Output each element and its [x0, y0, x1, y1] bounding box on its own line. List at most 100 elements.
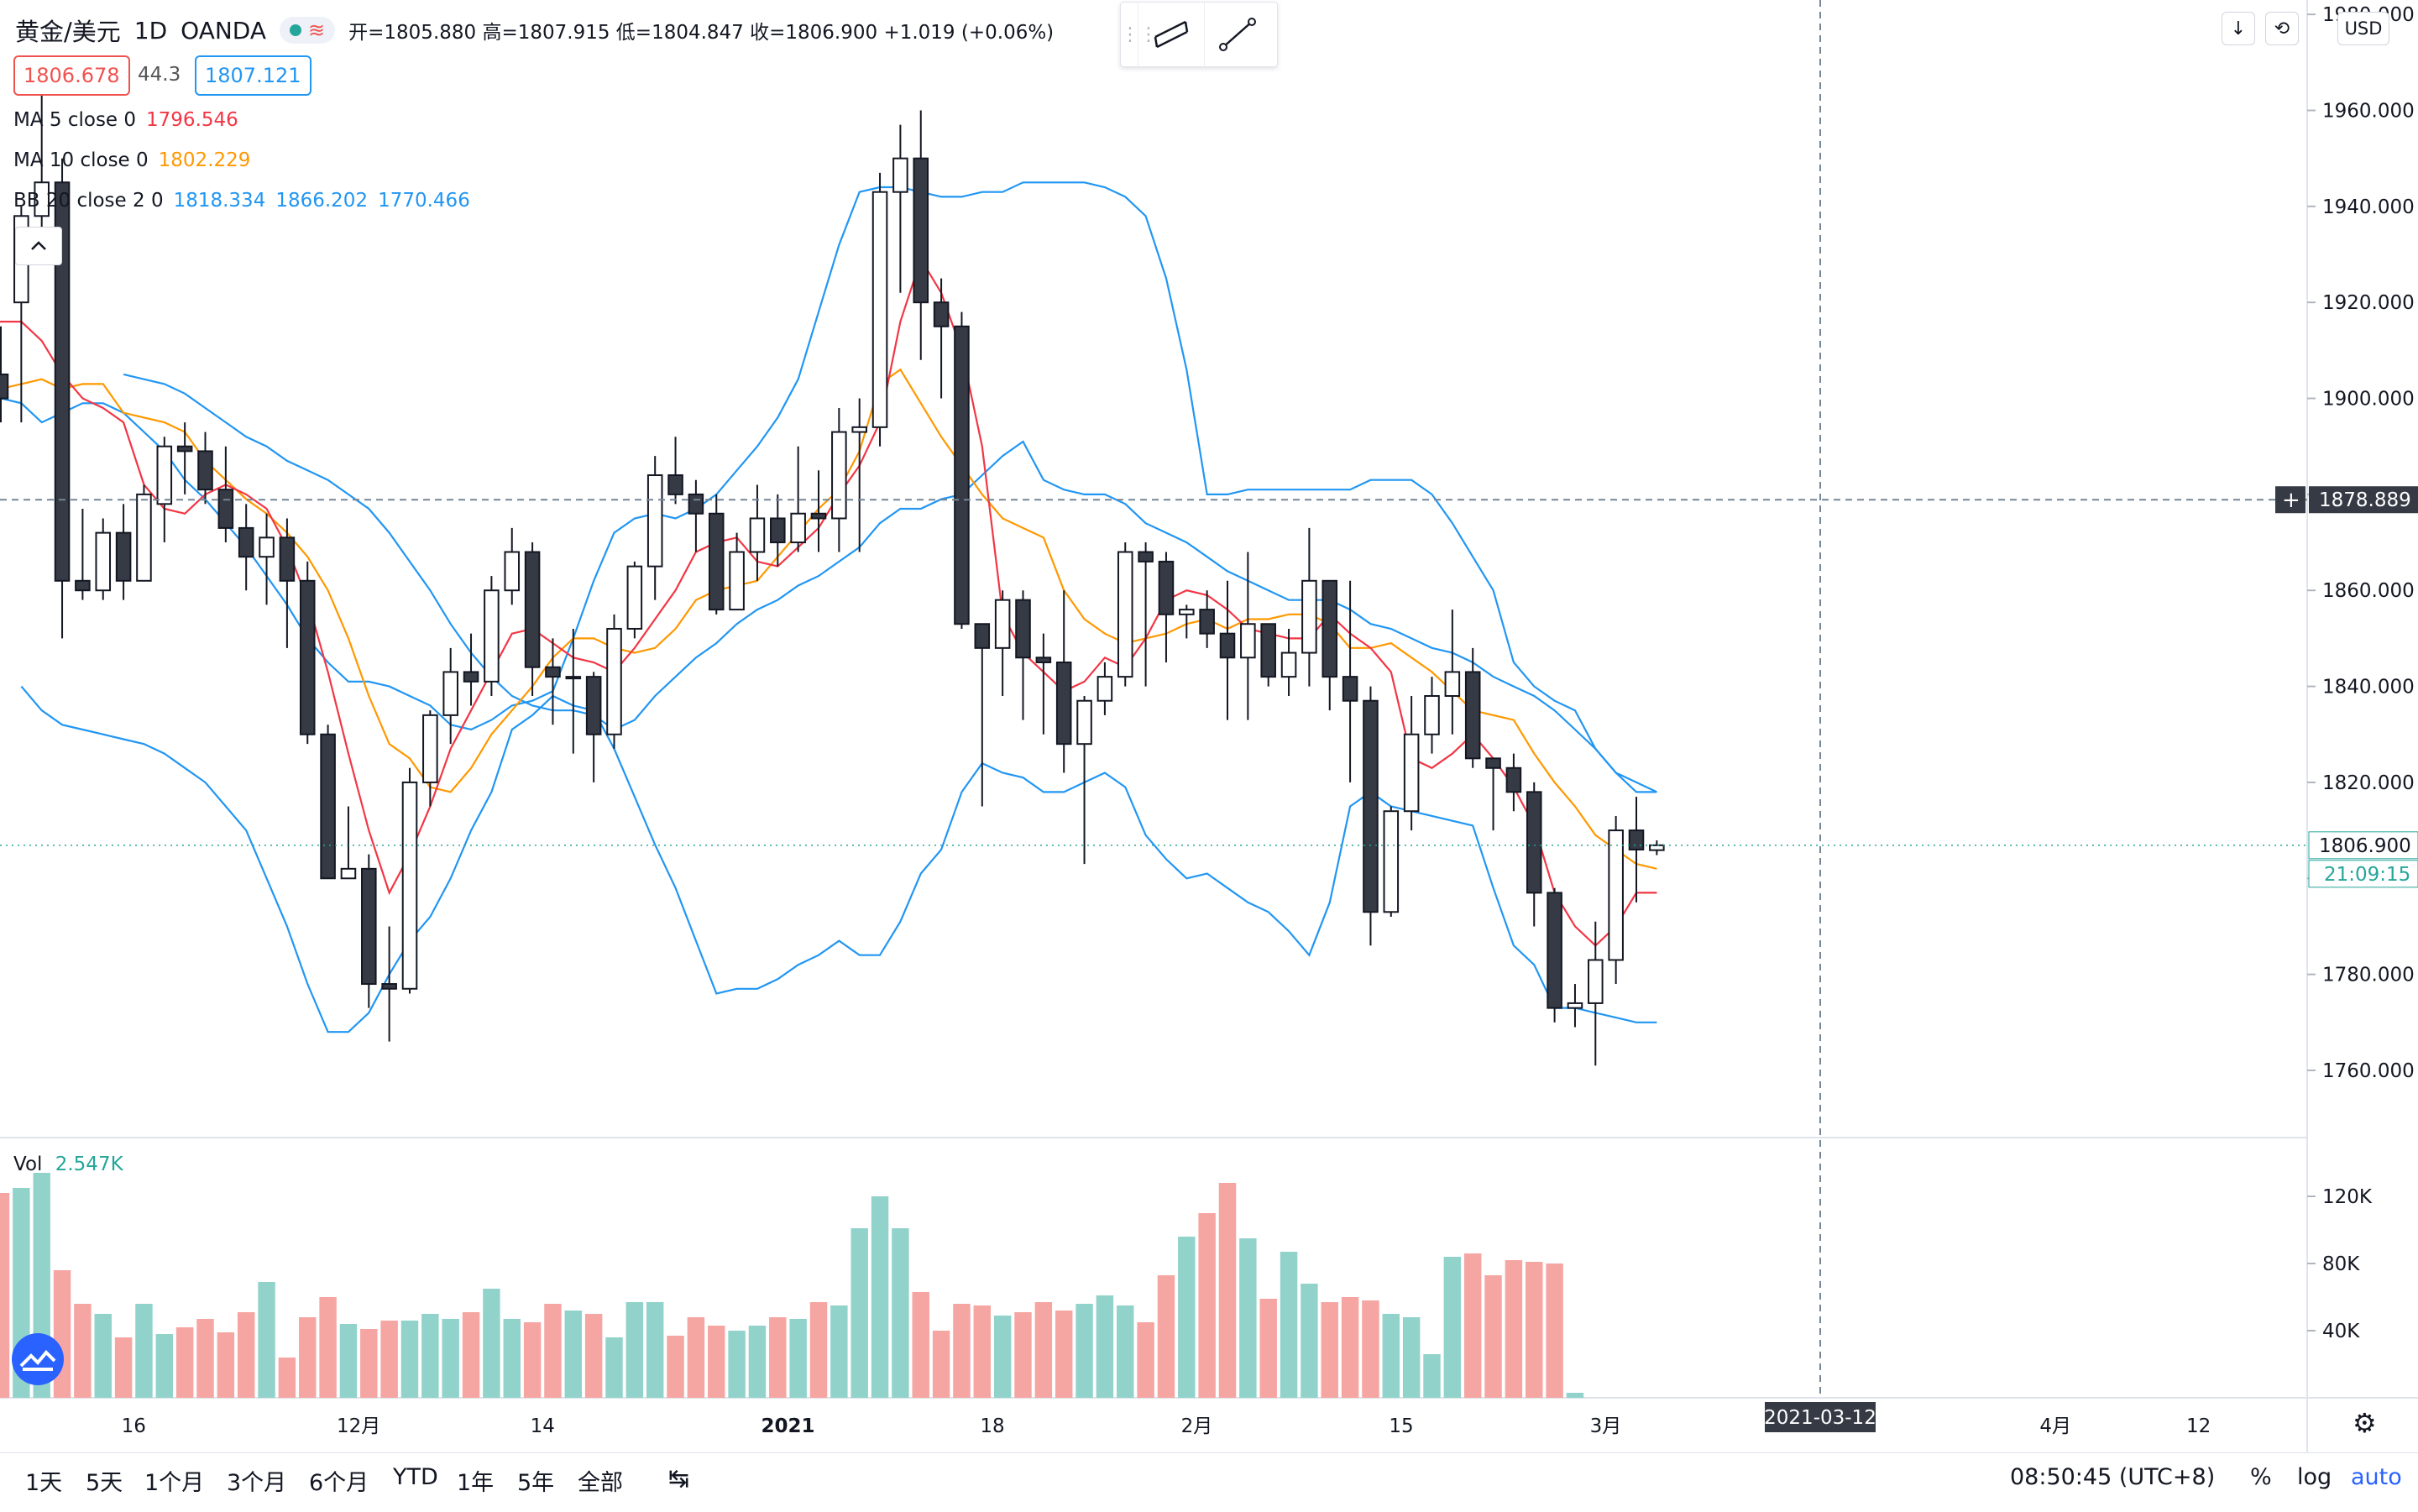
candle-body	[585, 676, 602, 735]
candle-body	[933, 301, 950, 327]
currency-button[interactable]: USD	[2337, 12, 2389, 45]
ma10-label: MA 10 close 0	[13, 149, 149, 171]
time-tick-label: 18	[980, 1415, 1004, 1437]
candle-body	[851, 426, 867, 433]
candle-body	[524, 551, 541, 668]
plus-icon: +	[2282, 488, 2300, 513]
arrow-down-icon: ↓	[2230, 18, 2247, 39]
go-to-date-icon[interactable]: ↹	[668, 1464, 690, 1494]
volume-bar	[278, 1358, 296, 1398]
drag-handle-icon[interactable]: ⋮⋮	[1121, 24, 1158, 45]
indicator-ma10-legend[interactable]: MA 10 close 0 1802.229	[13, 149, 250, 171]
range-all[interactable]: 全部	[578, 1470, 623, 1496]
candle-body	[1363, 699, 1379, 913]
price-tick-label: 1920.000	[2322, 292, 2415, 314]
scroll-down-button[interactable]: ↓	[2222, 12, 2255, 45]
range-1m[interactable]: 1个月	[144, 1470, 205, 1496]
price-tick-label: 1900.000	[2322, 389, 2415, 411]
range-3m[interactable]: 3个月	[227, 1470, 287, 1496]
trend-line-tool-button[interactable]	[1204, 3, 1270, 66]
tradingview-logo[interactable]	[12, 1333, 64, 1385]
candle-body	[1342, 676, 1358, 702]
time-tick-label: 3月	[1590, 1415, 1622, 1437]
candle-body	[1322, 579, 1338, 678]
range-6m[interactable]: 6个月	[309, 1470, 369, 1496]
candle-body	[1240, 623, 1256, 659]
buy-price-button[interactable]: 1807.121	[195, 55, 311, 96]
candle-body	[892, 157, 908, 193]
log-scale-toggle[interactable]: log	[2297, 1464, 2332, 1490]
range-1d[interactable]: 1天	[25, 1470, 63, 1496]
volume-bar	[625, 1302, 644, 1398]
interval-label[interactable]: 1D	[133, 16, 168, 44]
volume-bar	[1463, 1253, 1482, 1398]
candle-body	[279, 536, 296, 582]
candle-body	[1547, 892, 1562, 1009]
ohlc-values: 开=1805.880 高=1807.915 低=1804.847 收=1806.…	[348, 22, 1055, 44]
refresh-icon: ⟲	[2274, 18, 2290, 39]
percent-scale-toggle[interactable]: %	[2250, 1464, 2272, 1490]
candle-body	[749, 517, 766, 553]
reset-scale-button[interactable]: ⟲	[2265, 12, 2299, 45]
candle-body	[1035, 657, 1052, 663]
time-tick-label: 12月	[337, 1415, 380, 1437]
indicator-bb-legend[interactable]: BB 20 close 2 0 1818.334 1866.202 1770.466	[13, 190, 470, 212]
volume-bar	[687, 1317, 705, 1398]
candle-body	[1015, 599, 1031, 659]
candle-body	[994, 599, 1011, 649]
symbol-legend: 黄金/美元 1D OANDA ≋ 开=1805.880 高=1807.915 低…	[15, 13, 1054, 47]
collapse-legend-button[interactable]	[15, 227, 62, 265]
volume-label: Vol	[13, 1154, 43, 1175]
candlesticks	[0, 86, 1665, 1066]
volume-tick-label: 120K	[2322, 1186, 2373, 1208]
candle-body	[34, 181, 50, 217]
drawing-toolbar: ⋮⋮	[1120, 2, 1278, 67]
market-status[interactable]: ≋	[280, 17, 336, 44]
candle-body	[1280, 651, 1297, 678]
candle-body	[974, 623, 991, 649]
candle-body	[1505, 766, 1522, 793]
candle-body	[545, 666, 561, 678]
candle-body	[136, 493, 152, 582]
volume-bar	[584, 1314, 603, 1398]
candle-body	[1219, 632, 1236, 659]
range-5y[interactable]: 5年	[517, 1470, 555, 1496]
candle-body	[238, 526, 254, 558]
symbol-name[interactable]: 黄金/美元	[15, 18, 121, 46]
candle-body	[1403, 733, 1420, 813]
volume-bar	[1423, 1354, 1441, 1398]
volume-bar	[932, 1331, 950, 1398]
volume-bar	[258, 1282, 275, 1398]
candle-body	[442, 671, 458, 716]
range-ytd[interactable]: YTD	[393, 1464, 438, 1490]
volume-bar	[196, 1319, 214, 1398]
crosshair-price-box	[2309, 486, 2418, 514]
volume-bar	[135, 1304, 153, 1398]
sell-price-button[interactable]: 1806.678	[13, 55, 130, 96]
volume-bar	[993, 1316, 1012, 1398]
volume-tick-label: 40K	[2322, 1321, 2360, 1342]
volume-bar	[114, 1337, 133, 1398]
volume-bar	[523, 1322, 542, 1398]
source-label: OANDA	[181, 16, 267, 44]
volume-bar	[1198, 1213, 1216, 1398]
indicator-ma5-legend[interactable]: MA 5 close 0 1796.546	[13, 109, 238, 131]
range-5d[interactable]: 5天	[86, 1470, 123, 1496]
parallel-channel-tool-button[interactable]	[1138, 3, 1204, 66]
volume-bar	[1526, 1262, 1543, 1398]
volume-legend[interactable]: Vol 2.547K	[13, 1154, 123, 1175]
candle-body	[831, 431, 847, 520]
range-1y[interactable]: 1年	[457, 1470, 495, 1496]
candle-body	[299, 579, 316, 735]
gear-icon[interactable]: ⚙	[2353, 1407, 2377, 1439]
volume-bar	[1239, 1238, 1257, 1398]
auto-scale-toggle[interactable]: auto	[2351, 1464, 2402, 1490]
price-tick-label: 1860.000	[2322, 580, 2415, 602]
candle-body	[1444, 671, 1461, 698]
volume-bar	[1157, 1275, 1175, 1398]
bb-label: BB 20 close 2 0	[13, 190, 164, 212]
volume-bar	[1301, 1284, 1318, 1398]
clock[interactable]: 08:50:45 (UTC+8)	[2010, 1464, 2216, 1490]
candle-body	[422, 714, 438, 783]
